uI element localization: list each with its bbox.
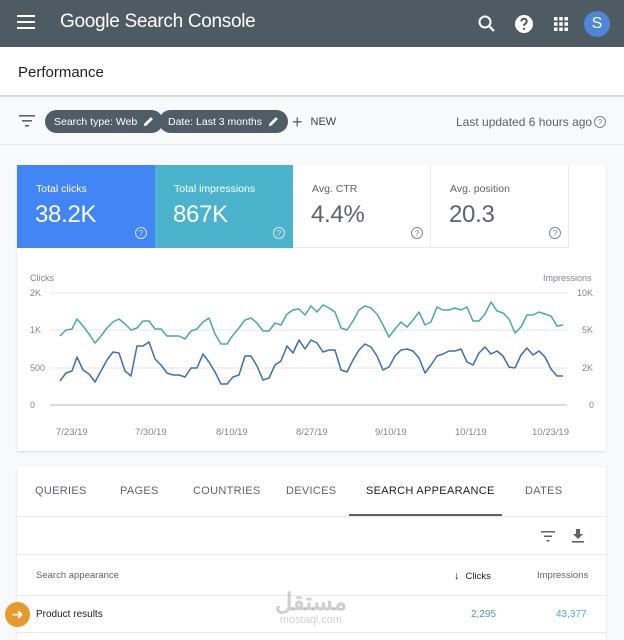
- cell-clicks: 2,295: [471, 609, 497, 620]
- tab-devices[interactable]: DEVICES: [286, 485, 337, 497]
- download-icon[interactable]: [570, 529, 586, 543]
- right-tick: 0: [589, 400, 595, 410]
- tab-queries[interactable]: QUERIES: [35, 485, 87, 497]
- x-tick: 10/1/19: [455, 427, 487, 438]
- tab-countries[interactable]: COUNTRIES: [193, 485, 261, 497]
- tab-search-appearance[interactable]: SEARCH APPEARANCE: [366, 485, 495, 497]
- x-tick: 10/23/19: [532, 427, 569, 438]
- help-circle-icon[interactable]: ?: [135, 227, 147, 239]
- menu-icon[interactable]: [17, 15, 35, 31]
- metric-label: Total clicks: [36, 183, 87, 195]
- x-tick: 8/10/19: [216, 427, 248, 438]
- metric-value: 867K: [173, 201, 228, 228]
- left-tick: 500: [30, 363, 46, 373]
- column-header-clicks[interactable]: ↓ Clicks: [454, 570, 491, 582]
- active-tab-indicator: [349, 514, 502, 516]
- page-header: Performance: [0, 47, 624, 97]
- metric-value: 4.4%: [311, 201, 365, 228]
- right-tick: 2K: [582, 363, 594, 373]
- metric-total-impressions[interactable]: Total impressions 867K ?: [155, 165, 293, 248]
- metric-value: 38.2K: [35, 201, 97, 228]
- sort-descending-icon: ↓: [454, 570, 460, 582]
- chip-label: Date: Last 3 months: [168, 115, 262, 128]
- help-circle-icon[interactable]: ?: [411, 227, 423, 239]
- cell-search-appearance: Product results: [36, 609, 103, 620]
- page-title: Performance: [18, 64, 104, 81]
- new-filter-label: NEW: [310, 116, 337, 128]
- table-toolbar: [17, 517, 606, 555]
- column-header-impressions[interactable]: Impressions: [537, 570, 589, 581]
- filter-rows-icon[interactable]: [540, 529, 556, 543]
- left-axis-title: Clicks: [30, 273, 54, 283]
- metric-label: Avg. CTR: [312, 183, 358, 195]
- metric-avg-ctr[interactable]: Avg. CTR 4.4% ?: [293, 165, 431, 248]
- x-tick: 7/30/19: [135, 427, 167, 438]
- column-label: Clicks: [465, 571, 491, 582]
- last-updated-text: Last updated 6 hours ago: [456, 115, 593, 129]
- cell-impressions: 43,377: [556, 609, 587, 620]
- search-icon[interactable]: [475, 12, 499, 36]
- dimension-table-card: QUERIES PAGES COUNTRIES DEVICES SEARCH A…: [17, 467, 606, 640]
- table-header: Search appearance ↓ Clicks Impressions: [17, 556, 606, 596]
- edit-pencil-icon: [144, 117, 154, 127]
- help-icon[interactable]: [512, 12, 536, 36]
- left-tick: 2K: [30, 288, 42, 298]
- edit-pencil-icon: [268, 117, 278, 127]
- metric-label: Total impressions: [174, 183, 256, 195]
- filter-bar: Search type: Web Date: Last 3 months + N…: [0, 99, 624, 145]
- account-avatar[interactable]: S: [584, 11, 610, 37]
- right-tick: 10K: [577, 288, 594, 298]
- help-circle-icon[interactable]: ?: [273, 227, 285, 239]
- plus-icon: +: [292, 112, 303, 132]
- brand-google: Google: [60, 11, 120, 32]
- date-range-chip[interactable]: Date: Last 3 months: [159, 110, 288, 133]
- metric-total-clicks[interactable]: Total clicks 38.2K ?: [17, 165, 155, 248]
- app-bar: Google Search Console S: [0, 0, 624, 47]
- tab-dates[interactable]: DATES: [525, 485, 563, 497]
- dimension-tabs: QUERIES PAGES COUNTRIES DEVICES SEARCH A…: [17, 467, 606, 517]
- x-tick: 8/27/19: [296, 427, 328, 438]
- column-header-search-appearance[interactable]: Search appearance: [36, 570, 119, 581]
- metric-label: Avg. position: [450, 183, 510, 195]
- metric-avg-position[interactable]: Avg. position 20.3 ?: [431, 165, 569, 248]
- help-circle-icon[interactable]: ?: [549, 227, 561, 239]
- left-tick: 0: [30, 400, 36, 410]
- right-axis-title: Impressions: [543, 273, 592, 283]
- right-tick: 5K: [582, 325, 594, 335]
- chip-label: Search type: Web: [54, 115, 138, 128]
- last-updated-status: Last updated 6 hours ago ?: [456, 115, 606, 129]
- left-tick: 1K: [30, 325, 42, 335]
- filter-icon[interactable]: [19, 115, 35, 127]
- x-tick: 7/23/19: [56, 427, 88, 438]
- arrow-right-icon[interactable]: ➜: [5, 602, 30, 627]
- app-title[interactable]: Google Search Console: [60, 11, 256, 33]
- new-filter-button[interactable]: + NEW: [292, 112, 336, 132]
- x-tick: 9/10/19: [375, 427, 407, 438]
- help-circle-icon[interactable]: ?: [594, 116, 606, 128]
- tab-pages[interactable]: PAGES: [120, 485, 159, 497]
- search-type-chip[interactable]: Search type: Web: [45, 110, 164, 133]
- table-row[interactable]: Product results 2,295 43,377: [17, 597, 606, 633]
- apps-grid-icon[interactable]: [549, 12, 573, 36]
- performance-card: Total clicks 38.2K ? Total impressions 8…: [17, 165, 606, 451]
- brand-product: Search Console: [124, 11, 256, 32]
- metric-value: 20.3: [449, 201, 495, 228]
